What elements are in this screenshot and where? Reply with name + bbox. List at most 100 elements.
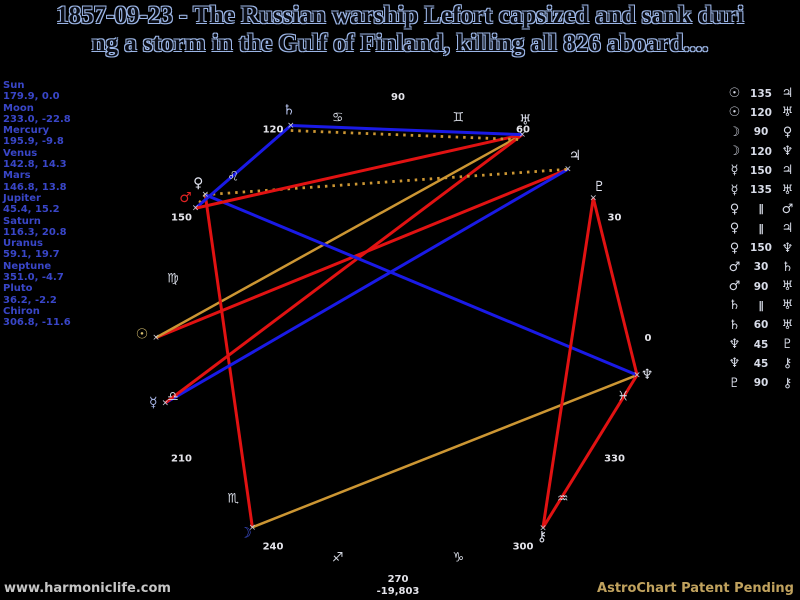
planet-glyph-venus: ♀ (193, 176, 203, 192)
aspect-list-row: ♄ ∥ ♅ (726, 296, 796, 315)
planet-values-label: 146.8, 13.8 (3, 181, 67, 193)
planet-glyph-mars: ♂ (179, 190, 192, 206)
patent-pending-text: AstroChart Patent Pending (597, 581, 794, 596)
aspect-list-row: ☿ 150 ♃ (726, 161, 796, 180)
planet-glyph-pluto: ♇ (593, 179, 606, 195)
aspect-list-row: ♂ 30 ♄ (726, 258, 796, 277)
aspect-angle-label: 120 (750, 145, 772, 158)
planet-values-label: 116.3, 20.8 (3, 226, 67, 238)
degree-label-240: 240 (263, 542, 284, 553)
chart-labels-layer: 90 120 150 210 240 270-19,803 300 330 0 30 60 ♊ ♋ ♌ ♍ ♎… (136, 92, 654, 597)
aspect-angle-label: 45 (753, 357, 769, 370)
degree-label-60: 60 (516, 124, 530, 135)
aspect-angle-label: ∥ (758, 203, 764, 216)
planet-point-marker-pluto: × (590, 194, 598, 204)
planet-name-label: Mercury (3, 125, 50, 137)
planet-glyph-neptune: ♆ (641, 367, 654, 383)
aspect-line-saturn-uranus-60 (290, 124, 523, 137)
aspect-list-row: ♀ ∥ ♃ (726, 219, 796, 238)
aspect-list-row: ☽ 90 ♀ (726, 123, 796, 142)
planet-point-marker-venus: × (201, 190, 209, 200)
planet-glyph-jupiter: ♃ (569, 148, 582, 164)
page-title-line-1: 1857-09-23 - The Russian warship Lefort … (56, 2, 744, 29)
aspect-angle-label: 150 (750, 164, 772, 177)
sign-glyph-capricorn: ♑ (452, 551, 464, 566)
aspect-line-mercury-jupiter-150 (164, 167, 569, 405)
planet-values-label: 142.8, 14.3 (3, 159, 67, 171)
aspect-line-moon-neptune-120 (251, 373, 638, 529)
sign-glyph-aquarius: ♒ (557, 492, 569, 507)
planet-glyph: ♃ (781, 86, 794, 102)
planet-glyph: ♀ (729, 201, 740, 217)
aspect-angle-label: 45 (753, 338, 769, 351)
website-url-text: www.harmoniclife.com (4, 581, 171, 596)
planet-glyph: ♅ (781, 279, 794, 295)
aspect-line-sun-uranus-120 (155, 133, 523, 339)
aspect-angle-label: ∥ (758, 222, 764, 235)
planet-glyph: ♅ (781, 182, 794, 198)
degree-label-90: 90 (391, 92, 405, 103)
planet-glyph: ☉ (728, 86, 741, 102)
aspect-list-row: ♂ 90 ♅ (726, 277, 796, 296)
planet-glyph-moon: ☽ (239, 525, 252, 541)
planet-positions-panel: Sun 179.9, 0.0 Moon 233.0, -22.8 Mercury 195.… (3, 80, 71, 329)
planet-name-label: Sun (3, 80, 25, 91)
planet-point-marker-sun: × (152, 333, 160, 343)
planet-glyph: ☉ (728, 105, 741, 121)
aspect-angle-label: 120 (750, 106, 772, 119)
aspect-line-mars-uranus-90 (195, 133, 523, 210)
planet-glyph-sun: ☉ (136, 327, 149, 343)
planet-glyph: ⚷ (782, 375, 793, 391)
aspect-angle-label: 135 (750, 184, 772, 197)
aspect-list-row: ☿ 135 ♅ (726, 180, 796, 199)
planet-point-marker-chiron: × (539, 523, 547, 533)
degree-label-330: 330 (604, 454, 625, 465)
aspect-angle-label: 135 (750, 87, 772, 100)
aspect-list-row: ♇ 90 ⚷ (726, 373, 796, 392)
sign-glyph-virgo: ♍ (167, 271, 179, 286)
planet-values-label: 351.0, -4.7 (3, 272, 64, 284)
planet-values-label: 233.0, -22.8 (3, 113, 71, 125)
planet-values-label: 36.2, -2.2 (3, 294, 57, 306)
sign-glyph-scorpio: ♏ (227, 492, 239, 507)
planet-glyph: ☿ (730, 163, 739, 179)
planet-glyph-saturn: ♄ (282, 103, 295, 119)
sign-glyph-leo: ♌ (227, 169, 239, 184)
planet-glyph: ♅ (781, 105, 794, 121)
planet-name-label: Moon (3, 102, 34, 114)
planet-glyph: ♅ (781, 317, 794, 333)
aspect-angle-label: 150 (750, 242, 772, 255)
aspect-angle-label: 30 (753, 261, 769, 274)
page-title: 1857-09-23 - The Russian warship Lefort … (0, 2, 800, 58)
degree-label-30: 30 (608, 213, 622, 224)
planet-glyph: ♆ (728, 337, 741, 352)
planet-name-label: Uranus (3, 238, 43, 250)
aspect-line-mars-saturn-30 (194, 124, 292, 210)
planet-name-label: Chiron (3, 305, 40, 317)
planet-glyph: ♀ (729, 240, 740, 256)
degree-label-150: 150 (171, 213, 192, 224)
degree-label-120: 120 (263, 124, 284, 135)
planet-name-label: Saturn (3, 215, 41, 227)
planet-glyph: ♄ (728, 317, 741, 333)
planet-point-marker-mercury: × (161, 398, 169, 408)
planet-name-label: Pluto (3, 283, 33, 295)
aspect-angle-label: 60 (753, 319, 769, 332)
page-title-line-2: ng a storm in the Gulf of Finland, killi… (91, 30, 709, 57)
aspect-list-row: ♄ 60 ♅ (726, 316, 796, 335)
planet-values-label: 59.1, 19.7 (3, 249, 60, 261)
planet-glyph: ♆ (781, 144, 794, 160)
planet-glyph-chiron: ⚷ (537, 529, 547, 545)
aspect-angle-label: 90 (753, 126, 769, 139)
aspect-angle-label: ∥ (758, 299, 764, 312)
degree-label-300: 300 (513, 542, 534, 553)
planet-glyph: ☽ (728, 124, 741, 140)
planet-point-marker-uranus: × (519, 130, 527, 140)
aspect-list-row: ♆ 45 ⚷ (726, 354, 796, 373)
planet-point-marker-saturn: × (287, 121, 295, 131)
planet-name-label: Jupiter (3, 192, 41, 204)
planet-glyph: ♆ (781, 240, 794, 256)
planet-glyph: ♇ (781, 337, 794, 352)
chart-annotation-label: -19,803 (377, 586, 420, 597)
